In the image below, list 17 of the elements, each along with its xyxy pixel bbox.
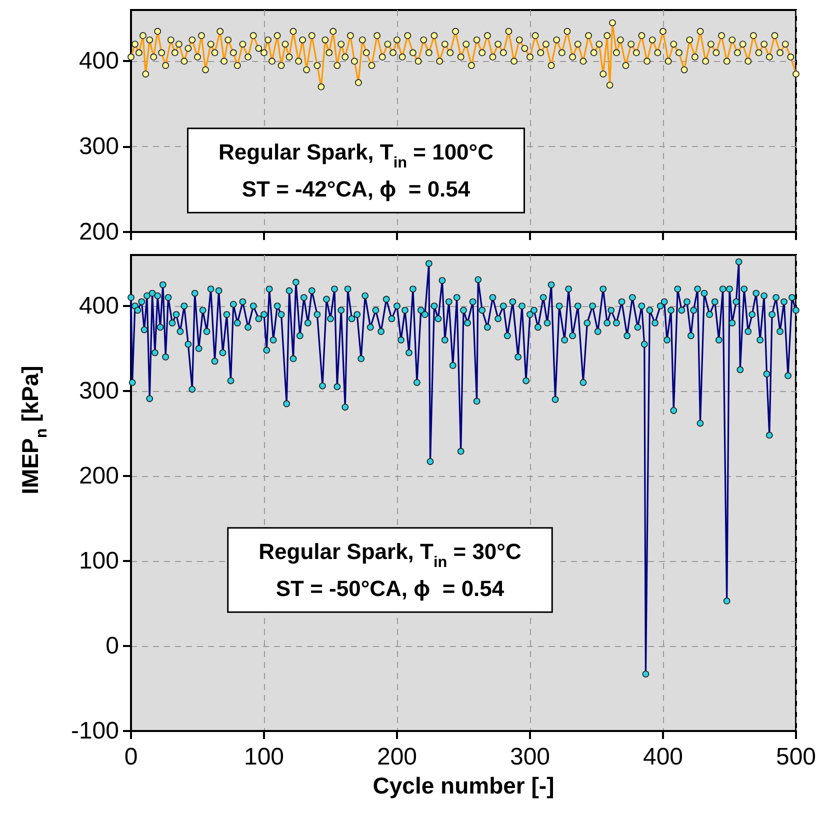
y-tick-label: 0 [106,632,119,660]
y-tick-label: 300 [78,378,119,404]
x-tick-label: 0 [124,744,138,770]
x-tick-label: 200 [376,744,418,770]
y-tick-label: 200 [78,218,119,246]
y-tick-label: 400 [78,48,119,75]
y-tick-label: 300 [78,133,119,160]
y-tick-label: 400 [78,292,119,320]
x-tick-label: 100 [244,744,284,770]
y-tick-label: -100 [70,718,119,744]
x-tick-label: 500 [776,744,816,770]
x-tick-label: 400 [642,744,684,770]
x-tick-label: 300 [510,744,550,770]
y-axis-title: IMEPn [kPa] [17,366,51,494]
y-tick-label: 200 [78,462,119,490]
x-axis-title: Cycle number [-] [372,772,554,798]
y-tick-label: 100 [78,548,119,574]
